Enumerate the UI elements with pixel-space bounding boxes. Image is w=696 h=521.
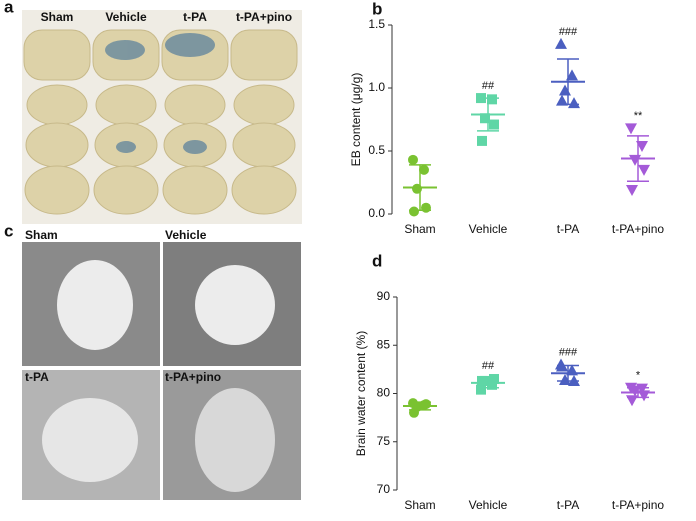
y-tick-label: 80	[377, 386, 391, 400]
data-point	[636, 140, 648, 152]
data-point	[477, 375, 487, 386]
y-tick-label: 1.5	[368, 17, 385, 31]
data-point	[408, 154, 418, 165]
image-label: Sham	[25, 228, 58, 242]
x-tick-label: Vehicle	[469, 222, 508, 236]
y-axis-label: Brain water content (%)	[354, 331, 368, 456]
data-point	[409, 206, 419, 217]
x-tick-label: Sham	[404, 498, 435, 512]
panel-letter: c	[4, 221, 13, 240]
significance-label: *	[636, 370, 641, 382]
x-tick-label: t-PA	[557, 222, 579, 236]
data-point	[566, 69, 578, 81]
data-point	[421, 399, 431, 410]
y-axis-label: EB content (μg/g)	[349, 73, 363, 167]
y-tick-label: 75	[377, 434, 391, 448]
y-tick-label: 90	[377, 289, 391, 303]
x-tick-label: Vehicle	[469, 498, 508, 512]
panel-letter: a	[4, 0, 14, 16]
data-point	[556, 94, 568, 106]
significance-label: ###	[559, 26, 578, 38]
image-label: t-PA	[25, 370, 49, 384]
data-point	[476, 384, 486, 395]
column-label: Vehicle	[105, 10, 147, 24]
significance-label: **	[634, 110, 643, 122]
data-point	[489, 119, 499, 130]
data-point	[487, 379, 497, 390]
x-tick-label: t-PA+pino	[612, 498, 664, 512]
significance-label: ##	[482, 360, 495, 372]
y-tick-label: 70	[377, 482, 391, 496]
data-point	[480, 113, 490, 124]
panel-letter: b	[372, 0, 382, 18]
y-tick-label: 0.0	[368, 206, 385, 220]
data-point	[559, 373, 571, 385]
panel-c-micrographs	[22, 242, 301, 500]
x-tick-label: Sham	[404, 222, 435, 236]
data-point	[629, 154, 641, 166]
image-label: t-PA+pino	[165, 370, 221, 384]
panel-letter: d	[372, 251, 382, 270]
data-point	[555, 37, 567, 49]
data-point	[477, 135, 487, 146]
panel-a-photos	[22, 10, 302, 224]
x-tick-label: t-PA	[557, 498, 579, 512]
image-label: Vehicle	[165, 228, 207, 242]
data-point	[489, 374, 499, 385]
data-point	[626, 185, 638, 197]
y-tick-label: 85	[377, 337, 391, 351]
data-point	[487, 94, 497, 105]
data-point	[559, 84, 571, 96]
y-tick-label: 1.0	[368, 80, 385, 94]
data-point	[421, 202, 431, 213]
column-label: Sham	[41, 10, 74, 24]
data-point	[638, 164, 650, 176]
data-point	[419, 164, 429, 175]
significance-label: ###	[559, 346, 578, 358]
column-label: t-PA	[183, 10, 207, 24]
column-label: t-PA+pino	[236, 10, 292, 24]
x-tick-label: t-PA+pino	[612, 222, 664, 236]
y-tick-label: 0.5	[368, 143, 385, 157]
data-point	[568, 97, 580, 109]
significance-label: ##	[482, 80, 495, 92]
data-point	[625, 123, 637, 135]
